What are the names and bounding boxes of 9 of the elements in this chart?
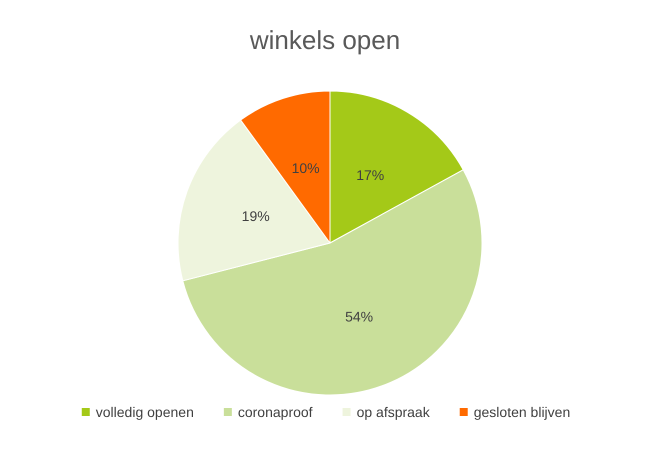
data-label: 17%: [356, 167, 384, 183]
legend-label: gesloten blijven: [474, 404, 570, 420]
chart-title: winkels open: [248, 25, 400, 55]
data-label: 54%: [345, 308, 374, 324]
data-label: 10%: [292, 160, 320, 176]
legend-label: coronaproof: [238, 404, 313, 420]
legend-label: volledig openen: [96, 404, 194, 420]
legend-label: op afspraak: [356, 404, 431, 420]
data-label: 19%: [242, 208, 270, 224]
